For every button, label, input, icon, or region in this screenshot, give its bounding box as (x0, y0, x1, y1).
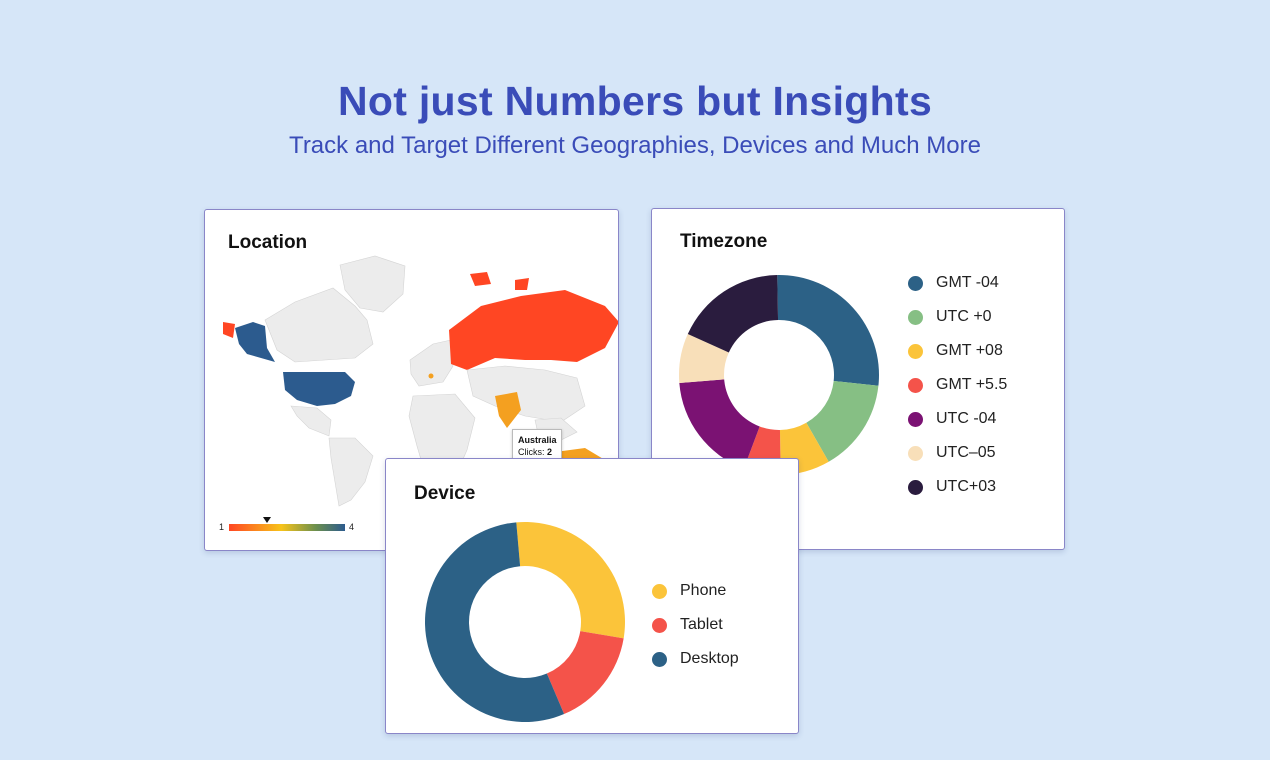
subheadline: Track and Target Different Geographies, … (289, 132, 981, 159)
device-title: Device (414, 483, 476, 504)
legend-item-utc-03[interactable]: UTC+03 (908, 477, 996, 497)
donut-slice-utc-03[interactable] (687, 275, 779, 353)
legend-label: UTC–05 (936, 444, 996, 461)
legend-swatch (908, 445, 923, 461)
device-card: Device Phone Tablet Desktop (385, 458, 799, 734)
legend-item-gmt-08[interactable]: GMT +08 (908, 341, 1003, 361)
map-region-india (495, 392, 521, 428)
legend-item-phone[interactable]: Phone (652, 581, 726, 601)
legend-swatch (908, 479, 923, 495)
legend-label: GMT +08 (936, 342, 1003, 359)
legend-label: GMT -04 (936, 274, 999, 291)
donut-slice-utc-05[interactable] (679, 334, 729, 384)
map-region-asia (466, 365, 586, 423)
legend-item-gmt-5-5[interactable]: GMT +5.5 (908, 375, 1007, 395)
scale-max-label: 4 (349, 522, 355, 532)
map-region-russia-north (470, 272, 491, 286)
legend-item-gmt-04[interactable]: GMT -04 (908, 273, 999, 293)
headline: Not just Numbers but Insights (337, 78, 933, 124)
timezone-donut-chart[interactable] (669, 265, 889, 485)
world-map[interactable] (205, 210, 619, 551)
legend-label: GMT +5.5 (936, 376, 1008, 393)
legend-swatch (908, 411, 923, 427)
scale-min-label: 1 (219, 522, 225, 532)
tooltip-country: Australia (518, 435, 557, 445)
legend-label: UTC +0 (936, 308, 992, 325)
color-scale-bar (229, 524, 345, 531)
timezone-title: Timezone (680, 231, 768, 252)
legend-item-utc-05[interactable]: UTC–05 (908, 443, 996, 463)
donut-slice-utc-0[interactable] (806, 380, 879, 462)
legend-label: Desktop (680, 650, 739, 667)
tooltip-value: 2 (547, 447, 553, 457)
donut-slice-utc-04[interactable] (679, 379, 760, 469)
donut-slice-tablet[interactable] (546, 631, 624, 715)
legend-label: Tablet (680, 616, 723, 633)
legend-swatch (908, 377, 923, 393)
map-region-canada (264, 287, 374, 363)
donut-slice-gmt-04[interactable] (777, 275, 879, 386)
map-region-europe (409, 339, 454, 387)
legend-label: UTC -04 (936, 410, 997, 427)
donut-slice-desktop[interactable] (425, 522, 565, 722)
map-region-south-america (328, 437, 374, 507)
map-region-aleutians (223, 322, 235, 338)
map-region-europe-point (428, 373, 434, 379)
legend-swatch (652, 583, 667, 599)
legend-label: UTC+03 (936, 478, 997, 495)
donut-slice-phone[interactable] (516, 522, 625, 639)
tooltip-label: Clicks: (518, 447, 545, 457)
legend-swatch (652, 617, 667, 633)
location-title: Location (228, 232, 308, 253)
map-region-usa (283, 372, 355, 406)
legend-item-desktop[interactable]: Desktop (652, 649, 739, 669)
legend-swatch (908, 309, 923, 325)
map-region-alaska (235, 322, 275, 362)
device-donut-chart[interactable] (415, 512, 635, 732)
legend-item-tablet[interactable]: Tablet (652, 615, 723, 635)
color-scale-marker (263, 517, 271, 523)
legend-item-utc-04[interactable]: UTC -04 (908, 409, 996, 429)
legend-swatch (908, 343, 923, 359)
legend-swatch (652, 651, 667, 667)
location-card: Location (204, 209, 619, 551)
legend-label: Phone (680, 582, 727, 599)
legend-swatch (908, 275, 923, 291)
map-region-greenland (339, 255, 406, 313)
map-region-russia-isle (515, 278, 529, 290)
map-region-mexico (290, 405, 332, 437)
legend-item-utc-0[interactable]: UTC +0 (908, 307, 992, 327)
map-region-russia (449, 290, 618, 370)
